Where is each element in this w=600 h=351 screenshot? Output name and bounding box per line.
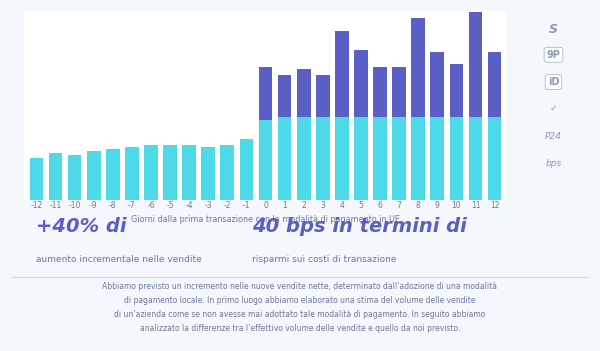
Bar bbox=[202, 147, 215, 200]
Bar bbox=[488, 117, 502, 200]
Text: iD: iD bbox=[548, 77, 559, 87]
Bar bbox=[449, 117, 463, 200]
Bar bbox=[392, 67, 406, 117]
Bar bbox=[68, 154, 82, 200]
Bar bbox=[316, 117, 329, 200]
Bar bbox=[144, 145, 158, 200]
Bar bbox=[278, 75, 292, 117]
Text: bps: bps bbox=[545, 159, 562, 168]
Bar bbox=[87, 151, 101, 200]
Bar bbox=[297, 69, 311, 117]
Text: aumento incrementale nelle vendite: aumento incrementale nelle vendite bbox=[36, 255, 202, 264]
Bar bbox=[373, 117, 387, 200]
Bar bbox=[278, 117, 292, 200]
Bar bbox=[469, 117, 482, 200]
Text: P24: P24 bbox=[545, 132, 562, 140]
Bar bbox=[316, 75, 329, 117]
Bar bbox=[373, 67, 387, 117]
Bar bbox=[335, 117, 349, 200]
Bar bbox=[449, 64, 463, 117]
Bar bbox=[354, 50, 368, 117]
Bar bbox=[106, 149, 119, 200]
Bar bbox=[259, 120, 272, 200]
Text: risparmi sui costi di transazione: risparmi sui costi di transazione bbox=[252, 255, 397, 264]
Text: ✓: ✓ bbox=[550, 104, 557, 113]
Bar bbox=[163, 145, 177, 200]
Bar bbox=[182, 145, 196, 200]
Text: 40 bps in termini di: 40 bps in termini di bbox=[252, 217, 467, 236]
Bar bbox=[354, 117, 368, 200]
Bar bbox=[259, 67, 272, 120]
Bar bbox=[430, 117, 444, 200]
Bar bbox=[430, 52, 444, 117]
X-axis label: Giorni dalla prima transazione con la modalità di pagamento in UE: Giorni dalla prima transazione con la mo… bbox=[131, 214, 400, 224]
Bar bbox=[297, 117, 311, 200]
Bar bbox=[239, 139, 253, 200]
Text: Abbiamo previsto un incremento nelle nuove vendite nette, determinato dall’adozi: Abbiamo previsto un incremento nelle nuo… bbox=[103, 282, 497, 333]
Bar bbox=[220, 145, 234, 200]
Bar bbox=[29, 158, 43, 200]
Text: 9P: 9P bbox=[547, 50, 560, 60]
Bar bbox=[49, 153, 62, 200]
Text: S: S bbox=[549, 22, 558, 35]
Bar bbox=[412, 117, 425, 200]
Bar bbox=[392, 117, 406, 200]
Bar bbox=[125, 147, 139, 200]
Bar bbox=[335, 31, 349, 117]
Bar bbox=[412, 18, 425, 117]
Bar bbox=[469, 12, 482, 117]
Text: +40% di: +40% di bbox=[36, 217, 127, 236]
Bar bbox=[488, 52, 502, 117]
